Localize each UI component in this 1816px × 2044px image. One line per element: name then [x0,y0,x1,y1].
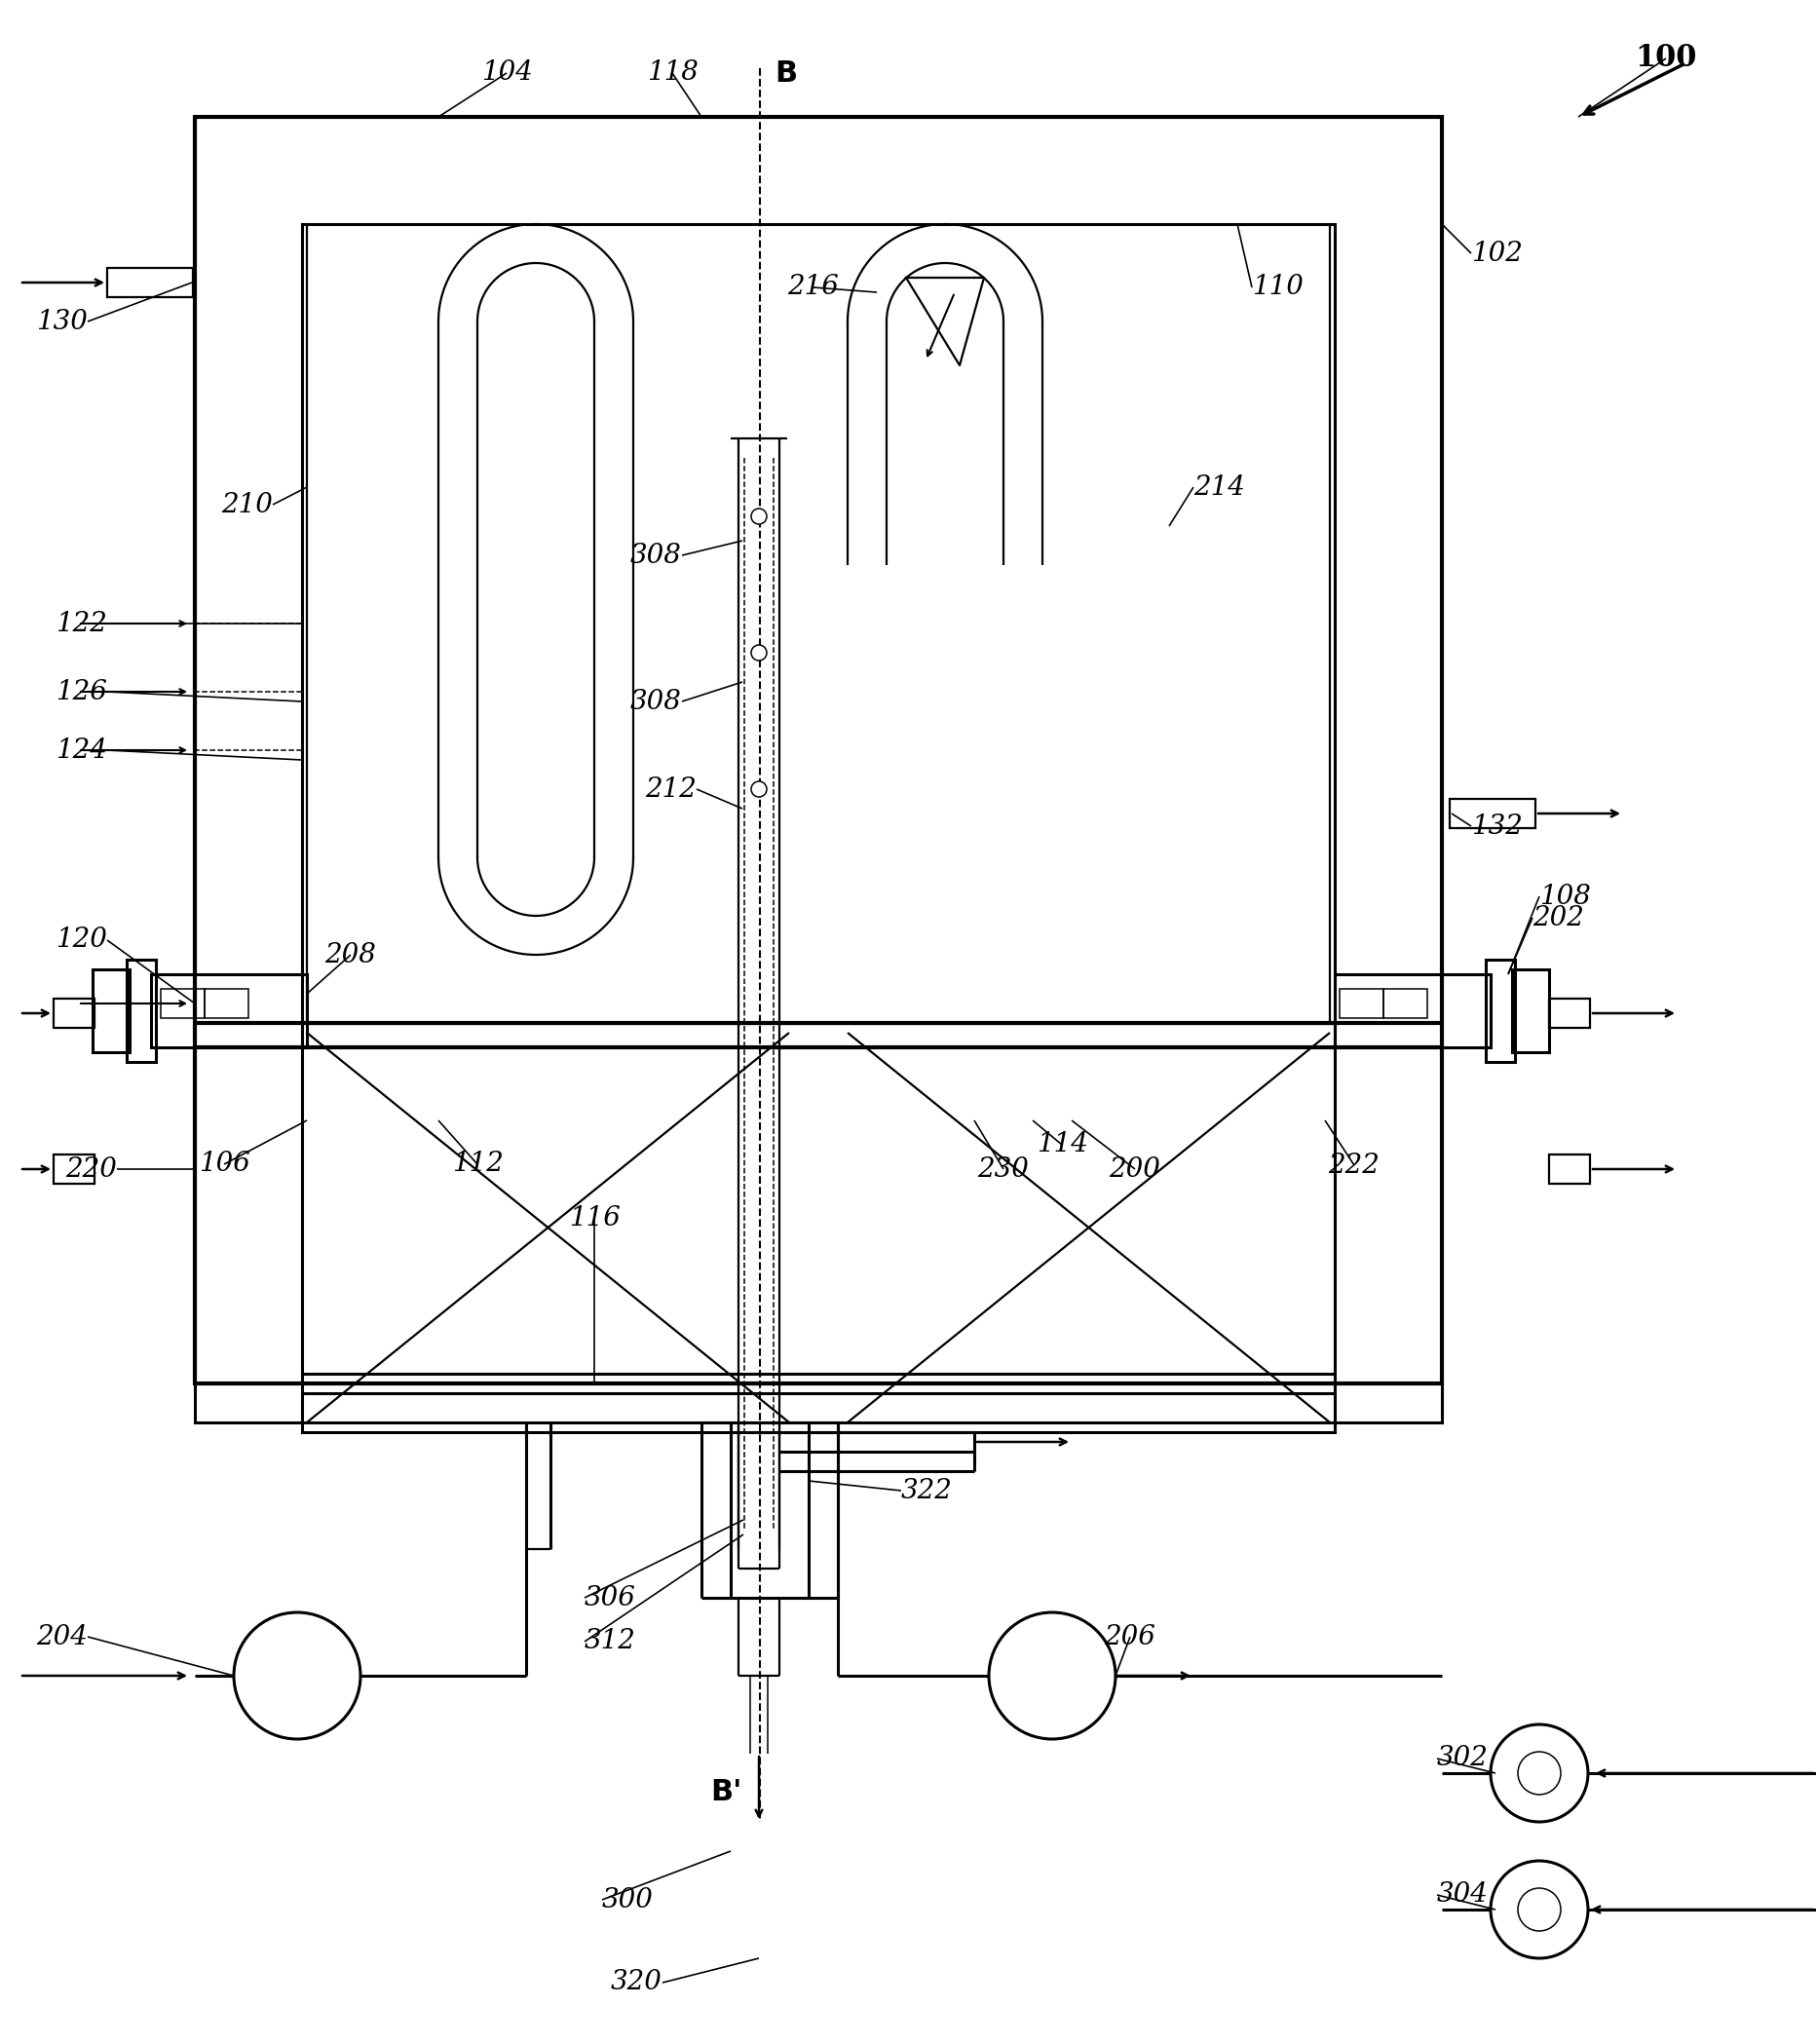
Text: 114: 114 [1037,1132,1088,1157]
Bar [162,989,205,1018]
Circle shape [1518,1752,1560,1795]
Text: 304: 304 [1436,1883,1489,1909]
Bar [127,959,156,1063]
Text: 206: 206 [1104,1623,1157,1650]
Circle shape [990,1613,1115,1739]
Text: B: B [775,59,797,88]
Text: 116: 116 [568,1204,619,1230]
Text: 108: 108 [1540,883,1591,910]
Text: 132: 132 [1471,814,1522,840]
Text: 308: 308 [630,689,683,715]
Bar [1335,975,1491,1047]
Bar [151,975,307,1047]
Text: 302: 302 [1436,1746,1489,1772]
Text: 216: 216 [788,274,839,300]
Text: 306: 306 [585,1584,636,1611]
Text: 308: 308 [630,542,683,568]
Text: 220: 220 [65,1157,116,1181]
Text: 122: 122 [56,611,107,636]
Circle shape [234,1613,360,1739]
Bar [54,1155,94,1183]
Text: 126: 126 [56,679,107,705]
Bar [1549,1155,1591,1183]
Bar [1384,989,1427,1018]
Text: 112: 112 [452,1151,503,1177]
Text: 124: 124 [56,738,107,762]
Text: 210: 210 [222,491,272,517]
Text: 130: 130 [36,309,87,335]
Bar [301,1022,1335,1433]
Circle shape [752,781,766,797]
Bar [1340,989,1384,1018]
Text: 110: 110 [1251,274,1304,300]
Text: 312: 312 [585,1629,636,1656]
Text: 300: 300 [603,1887,654,1913]
Text: 322: 322 [901,1478,953,1504]
Bar [194,1384,1442,1423]
Text: 200: 200 [1110,1157,1160,1181]
Polygon shape [906,278,984,366]
Text: 214: 214 [1193,474,1246,501]
Text: 204: 204 [36,1623,87,1650]
Text: 102: 102 [1471,239,1522,266]
Text: 100: 100 [1634,43,1696,74]
Bar [1485,959,1515,1063]
Bar [54,1000,94,1028]
Bar [1449,799,1535,828]
Text: 222: 222 [1329,1153,1380,1179]
Bar [301,225,1335,1022]
Circle shape [752,509,766,523]
Text: 104: 104 [481,59,532,86]
Circle shape [752,646,766,660]
Text: 120: 120 [56,928,107,953]
Text: B': B' [710,1778,743,1807]
Bar [1549,1000,1591,1028]
Circle shape [1491,1725,1587,1821]
Bar [107,268,192,296]
Circle shape [1518,1889,1560,1932]
Text: 202: 202 [1533,905,1584,930]
Text: 230: 230 [977,1157,1030,1181]
Bar [1513,969,1549,1053]
Circle shape [1491,1860,1587,1958]
Text: 118: 118 [646,59,697,86]
Bar [205,989,249,1018]
Text: 208: 208 [325,942,376,969]
Bar [93,969,129,1053]
Text: 320: 320 [610,1970,663,1995]
Text: 212: 212 [645,777,697,803]
Bar [194,117,1442,1384]
Text: 106: 106 [198,1151,251,1177]
